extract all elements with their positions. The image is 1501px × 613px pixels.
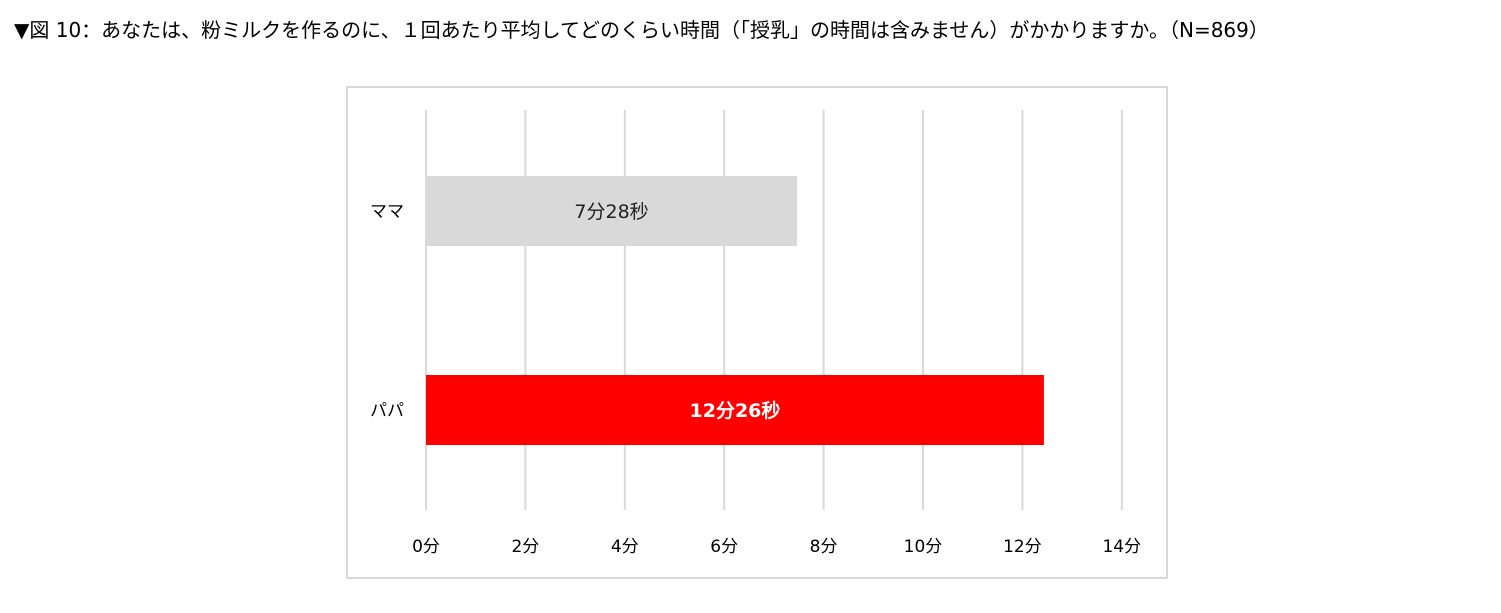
x-tick-label: 4分 bbox=[611, 537, 639, 557]
data-label: 12分26秒 bbox=[690, 399, 781, 422]
x-tick-label: 8分 bbox=[810, 537, 838, 557]
bar bbox=[426, 176, 798, 246]
x-tick-label: 14分 bbox=[1102, 537, 1141, 557]
data-label: 7分28秒 bbox=[574, 201, 648, 223]
x-tick-label: 6分 bbox=[710, 537, 738, 557]
category-label: パパ bbox=[370, 401, 404, 421]
bar bbox=[426, 375, 1044, 445]
x-tick-label: 2分 bbox=[511, 537, 539, 557]
chart-title: ▼図 10：あなたは、粉ミルクを作るのに、１回あたり平均してどのくらい時間（「授… bbox=[14, 18, 1269, 42]
category-label: ママ bbox=[370, 202, 404, 222]
x-tick-label: 10分 bbox=[904, 537, 943, 557]
chart-frame bbox=[346, 86, 1168, 579]
x-tick-label: 12分 bbox=[1003, 537, 1042, 557]
x-tick-label: 0分 bbox=[412, 537, 440, 557]
